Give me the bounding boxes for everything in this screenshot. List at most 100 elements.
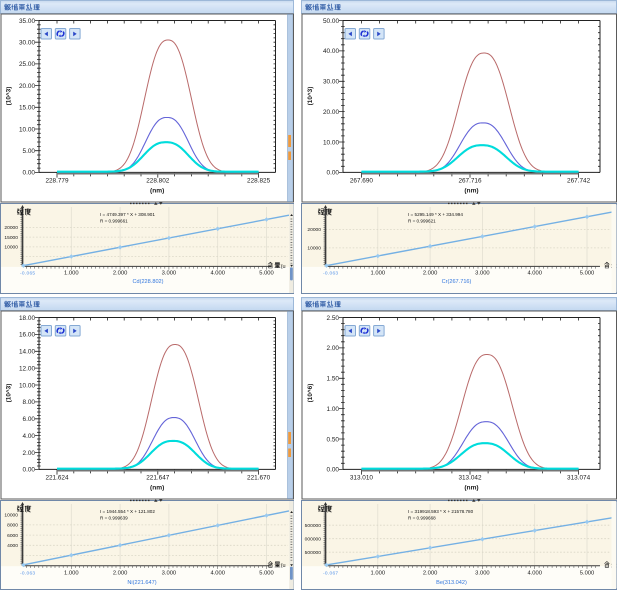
svg-text:0.00: 0.00 (327, 170, 340, 177)
svg-text:-0.067: -0.067 (323, 571, 338, 577)
svg-text:267.716: 267.716 (458, 178, 482, 185)
svg-text:50.00: 50.00 (323, 18, 339, 25)
svg-text:(nm): (nm) (150, 485, 164, 492)
svg-text:4.000: 4.000 (210, 271, 225, 277)
svg-text:-0.065: -0.065 (20, 271, 35, 277)
svg-text:10000: 10000 (4, 513, 18, 519)
svg-text:40.00: 40.00 (323, 48, 339, 55)
svg-text:5.000: 5.000 (580, 571, 595, 577)
svg-text:(10^3): (10^3) (306, 87, 314, 106)
svg-text:10000: 10000 (307, 246, 321, 252)
svg-text:15000: 15000 (4, 235, 18, 241)
svg-text:(u: (u (281, 563, 286, 569)
svg-text:(10^3): (10^3) (5, 384, 13, 403)
svg-text:500000: 500000 (305, 550, 322, 556)
svg-text:2.000: 2.000 (423, 571, 438, 577)
svg-text:30.00: 30.00 (323, 79, 339, 86)
svg-text:10.00: 10.00 (19, 382, 35, 389)
svg-text:228.802: 228.802 (146, 178, 170, 185)
svg-text:I = 5295.149 * X + 334.994: I = 5295.149 * X + 334.994 (408, 212, 463, 217)
svg-text:(10^6): (10^6) (306, 384, 314, 403)
svg-text:(u: (u (281, 264, 286, 270)
svg-text:267.690: 267.690 (350, 178, 374, 185)
svg-text:1.000: 1.000 (371, 571, 386, 577)
svg-text:4000: 4000 (7, 543, 18, 549)
svg-text:Be(313.042): Be(313.042) (436, 580, 467, 586)
svg-text:(nm): (nm) (464, 485, 478, 492)
svg-text:14.00: 14.00 (19, 349, 35, 356)
svg-text:1.000: 1.000 (64, 271, 79, 277)
svg-text:221.670: 221.670 (247, 475, 271, 482)
svg-text:2.000: 2.000 (113, 271, 128, 277)
svg-text:4.000: 4.000 (527, 571, 542, 577)
svg-text:(nm): (nm) (464, 188, 478, 195)
svg-text:4.00: 4.00 (23, 433, 36, 440)
svg-text:18.00: 18.00 (19, 315, 35, 322)
svg-text:2.000: 2.000 (423, 271, 438, 277)
svg-text:0.00: 0.00 (23, 170, 36, 177)
svg-text:R = 0.999639: R = 0.999639 (100, 516, 128, 521)
svg-text:3.000: 3.000 (475, 271, 490, 277)
svg-text:15.00: 15.00 (19, 105, 35, 112)
svg-text:313.042: 313.042 (458, 475, 482, 482)
svg-text:313.074: 313.074 (567, 475, 591, 482)
svg-text:10000: 10000 (4, 245, 18, 251)
svg-text:500000: 500000 (305, 523, 322, 529)
svg-text:3.000: 3.000 (162, 571, 177, 577)
svg-text:1.000: 1.000 (371, 271, 386, 277)
svg-text:25.00: 25.00 (19, 61, 35, 68)
svg-text:5.000: 5.000 (259, 271, 274, 277)
svg-text:2.00: 2.00 (327, 345, 340, 352)
svg-text:R = 0.999668: R = 0.999668 (408, 516, 436, 521)
svg-text:I = 1944.554 * X + 121.802: I = 1944.554 * X + 121.802 (100, 509, 155, 514)
svg-text:2.50: 2.50 (327, 315, 340, 322)
svg-text:4.000: 4.000 (527, 271, 542, 277)
svg-text:20000: 20000 (4, 225, 18, 231)
svg-text:267.742: 267.742 (567, 178, 591, 185)
svg-text:0.00: 0.00 (23, 467, 36, 474)
svg-text:0.50: 0.50 (327, 436, 340, 443)
svg-text:1.000: 1.000 (64, 571, 79, 577)
svg-text:5.000: 5.000 (259, 571, 274, 577)
svg-text:3.000: 3.000 (475, 571, 490, 577)
svg-text:I = 4749.397 * X + 308.901: I = 4749.397 * X + 308.901 (100, 212, 155, 217)
svg-text:6.00: 6.00 (23, 416, 36, 423)
svg-text:1.50: 1.50 (327, 376, 340, 383)
svg-text:10.00: 10.00 (19, 126, 35, 133)
svg-text:228.779: 228.779 (45, 178, 69, 185)
svg-text:10.00: 10.00 (323, 139, 339, 146)
svg-text:5.00: 5.00 (23, 148, 36, 155)
svg-text:(10^3): (10^3) (5, 87, 13, 106)
svg-text:2.000: 2.000 (113, 571, 128, 577)
svg-text:20000: 20000 (307, 227, 321, 233)
svg-text:Cd(228.802): Cd(228.802) (132, 279, 163, 285)
svg-text:2.00: 2.00 (23, 450, 36, 457)
svg-text:3.000: 3.000 (162, 271, 177, 277)
svg-text:1.00: 1.00 (327, 406, 340, 413)
svg-text:8.00: 8.00 (23, 399, 36, 406)
svg-text:R = 0.999661: R = 0.999661 (100, 219, 128, 224)
svg-text:-0.063: -0.063 (323, 271, 338, 277)
svg-text:Cr(267.716): Cr(267.716) (442, 279, 472, 285)
svg-text:R = 0.999621: R = 0.999621 (408, 219, 436, 224)
svg-text:-0.063: -0.063 (20, 571, 35, 577)
svg-text:35.00: 35.00 (19, 18, 35, 25)
svg-text:(nm): (nm) (150, 188, 164, 195)
svg-text:16.00: 16.00 (19, 332, 35, 339)
svg-text:313.010: 313.010 (350, 475, 374, 482)
svg-text:30.00: 30.00 (19, 40, 35, 47)
svg-text:I = 319918.593 * X + 21578.780: I = 319918.593 * X + 21578.780 (408, 509, 474, 514)
svg-text:12.00: 12.00 (19, 365, 35, 372)
svg-text:5.000: 5.000 (580, 271, 595, 277)
svg-text:228.825: 228.825 (247, 178, 271, 185)
svg-text:Ni(221.647): Ni(221.647) (127, 580, 156, 586)
svg-text:8000: 8000 (7, 523, 18, 529)
svg-text:4.000: 4.000 (210, 571, 225, 577)
svg-text:6000: 6000 (7, 533, 18, 539)
svg-text:20.00: 20.00 (323, 109, 339, 116)
svg-text:000000: 000000 (305, 537, 322, 543)
svg-text:221.647: 221.647 (146, 475, 170, 482)
svg-text:20.00: 20.00 (19, 83, 35, 90)
svg-text:221.624: 221.624 (45, 475, 69, 482)
svg-text:0.00: 0.00 (327, 467, 340, 474)
